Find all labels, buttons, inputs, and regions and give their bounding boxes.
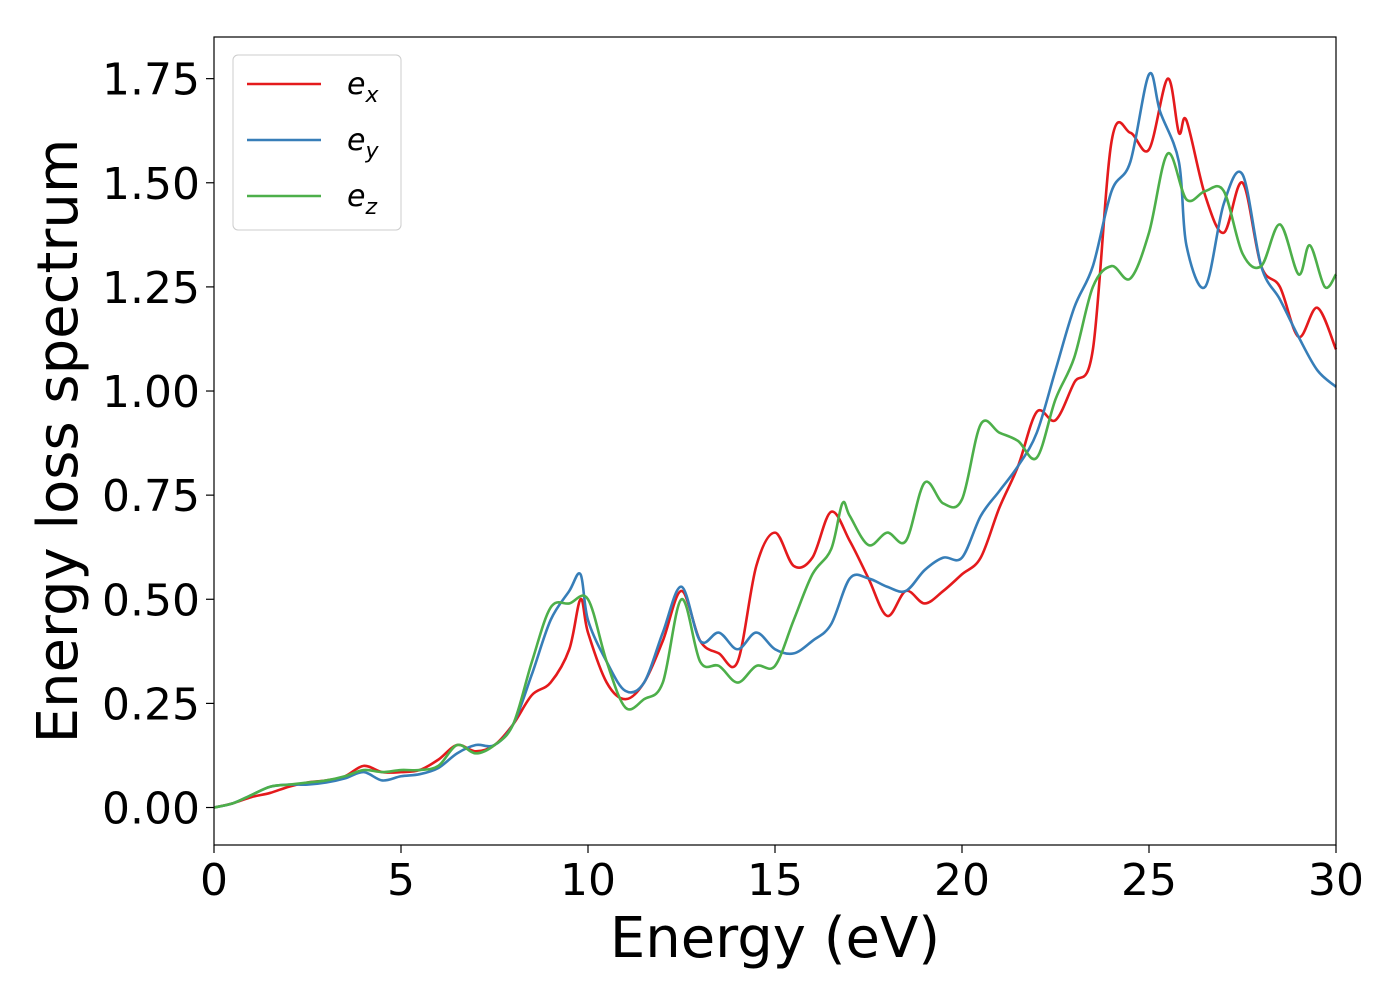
legend-label-y: ey: [347, 123, 379, 164]
y-tick-label: 1.75: [102, 55, 200, 106]
y-tick-label: 0.25: [102, 679, 200, 730]
legend-frame: [232, 54, 402, 231]
x-tick-label: 30: [1308, 855, 1364, 906]
y-tick-label: 1.50: [102, 159, 200, 210]
y-tick-label: 0.75: [102, 471, 200, 522]
y-axis: 0.00 0.25 0.50 0.75 1.00 1.25 1.50 1.75: [102, 55, 214, 835]
x-tick-label: 10: [560, 855, 616, 906]
x-tick-label: 15: [747, 855, 803, 906]
y-tick-label: 1.25: [102, 263, 200, 314]
legend: ex ey ez: [232, 54, 402, 231]
x-tick-label: 0: [200, 855, 228, 906]
series-layer: [213, 71, 1338, 809]
x-tick-label: 25: [1121, 855, 1177, 906]
x-tick-label: 20: [934, 855, 990, 906]
series-line-z: [213, 152, 1338, 809]
legend-label-z: ez: [347, 179, 377, 220]
x-axis-label: Energy (eV): [610, 906, 940, 971]
y-tick-label: 0.50: [102, 575, 200, 626]
y-tick-label: 0.00: [102, 784, 200, 835]
legend-label-x: ex: [347, 67, 379, 108]
y-tick-label: 1.00: [102, 367, 200, 418]
x-axis: 0 5 10 15 20 25 30: [200, 845, 1364, 906]
x-tick-label: 5: [387, 855, 415, 906]
y-axis-label: Energy loss spectrum: [26, 139, 91, 744]
series-line-y: [213, 71, 1337, 809]
